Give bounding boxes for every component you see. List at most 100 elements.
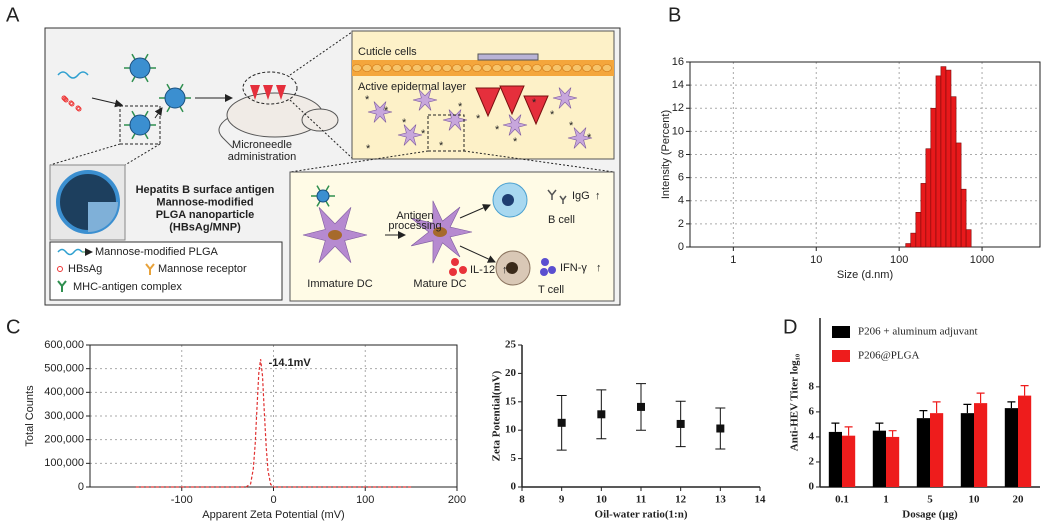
nucleus — [506, 262, 518, 274]
nanoparticle — [316, 189, 330, 203]
antigen-dot: * — [365, 94, 370, 106]
ligand — [179, 83, 184, 90]
x-tick-label: 12 — [675, 494, 687, 506]
ligand — [325, 185, 330, 192]
zoom-line — [463, 150, 615, 173]
mouse-head — [301, 108, 339, 132]
cytokine-label: IL-12 — [470, 264, 495, 276]
ligand — [316, 185, 321, 192]
point — [716, 424, 725, 433]
point — [557, 418, 566, 427]
bar — [872, 430, 886, 487]
up-arrow: ↑ — [595, 190, 601, 202]
ligand — [131, 53, 136, 60]
antigen-dot: * — [495, 124, 500, 136]
antigen-dot: * — [366, 143, 371, 155]
error-bar — [875, 422, 884, 431]
cuticle-cell — [452, 64, 462, 72]
cuticle-cell — [472, 64, 482, 72]
needle-zone — [242, 71, 298, 105]
y-tick-label: 4 — [809, 430, 815, 442]
hbsag — [63, 97, 69, 103]
x-tick-label: 1000 — [970, 254, 994, 266]
point — [637, 402, 645, 411]
histogram-bar — [965, 229, 972, 248]
histogram-bar — [935, 75, 942, 248]
cuticle-cell — [422, 64, 432, 72]
y-tick-label: 10 — [672, 125, 684, 137]
zoom-box — [119, 105, 161, 145]
ligand — [131, 133, 136, 140]
x-tick-label: 14 — [755, 494, 767, 506]
cuticle-cell — [592, 64, 602, 72]
cuticle-cell — [542, 64, 552, 72]
hbsag — [69, 101, 75, 107]
nucleus — [433, 227, 447, 237]
zoom-line — [289, 31, 353, 76]
ligand — [166, 106, 171, 113]
y-tick-label: 16 — [672, 56, 684, 68]
cuticle-cell — [382, 64, 392, 72]
legend-swatch — [832, 350, 850, 362]
histogram-bar — [955, 142, 962, 248]
np-label: PLGA nanoparticle — [156, 209, 255, 221]
il12-dot — [451, 258, 459, 266]
line — [135, 359, 412, 488]
ligand — [144, 53, 149, 60]
x-axis-label: Oil-water ratio(1:n) — [595, 509, 688, 521]
cuticle-cell — [352, 64, 362, 72]
point — [597, 410, 606, 419]
zoom-line — [49, 143, 121, 166]
plot-frame — [689, 61, 1041, 248]
x-tick-label: 20 — [1013, 494, 1025, 506]
hbsag — [75, 105, 81, 111]
x-axis-label: Size (d.nm) — [837, 269, 893, 281]
mouse-tail — [218, 117, 234, 149]
igg — [547, 189, 567, 204]
antigen-dot: * — [402, 117, 407, 129]
cuticle-cell — [372, 64, 382, 72]
y-tick-label: 0 — [678, 241, 684, 253]
legend-swatch — [832, 326, 850, 338]
cuticle-cell — [512, 64, 522, 72]
bar — [886, 436, 900, 487]
x-tick-label: 10 — [596, 494, 608, 506]
process-label: processing — [388, 220, 441, 232]
histogram-bar — [910, 232, 917, 248]
il12-dot — [459, 266, 467, 274]
ligand — [179, 106, 184, 113]
x-tick-label: 100 — [356, 494, 374, 506]
ifn-dot — [548, 266, 556, 274]
bar — [1018, 395, 1032, 487]
y-tick-label: 600,000 — [44, 339, 84, 351]
panel-letter: B — [668, 4, 681, 26]
x-tick-label: 10 — [969, 494, 981, 506]
hbsag — [62, 96, 68, 102]
histogram-bar — [925, 148, 932, 248]
y-tick-label: 2 — [809, 455, 815, 467]
y-tick-label: 8 — [678, 148, 684, 160]
y-tick-label: 14 — [672, 79, 684, 91]
microneedle — [263, 85, 273, 100]
histogram-bar — [945, 69, 952, 248]
x-tick-label: 200 — [448, 494, 466, 506]
cuticle-cell — [482, 64, 492, 72]
legend-polymer — [57, 248, 83, 256]
x-tick-label: 1 — [883, 494, 889, 506]
y-tick-label: 0 — [809, 481, 815, 493]
x-tick-label: 13 — [715, 494, 727, 506]
x-tick-label: 10 — [810, 254, 822, 266]
up-arrow: ↑ — [596, 262, 602, 274]
skin-dc — [567, 127, 593, 149]
y-tick-label: 6 — [678, 172, 684, 184]
bar — [930, 413, 944, 487]
bar — [960, 413, 974, 487]
skin-dc — [552, 87, 578, 109]
microneedle — [523, 95, 549, 126]
skin-dc — [412, 89, 438, 111]
cuticle-cell — [442, 64, 452, 72]
cuticle-cell — [532, 64, 542, 72]
y-axis-label: Intensity (Percent) — [660, 110, 672, 199]
y-tick-label: 4 — [678, 195, 684, 207]
